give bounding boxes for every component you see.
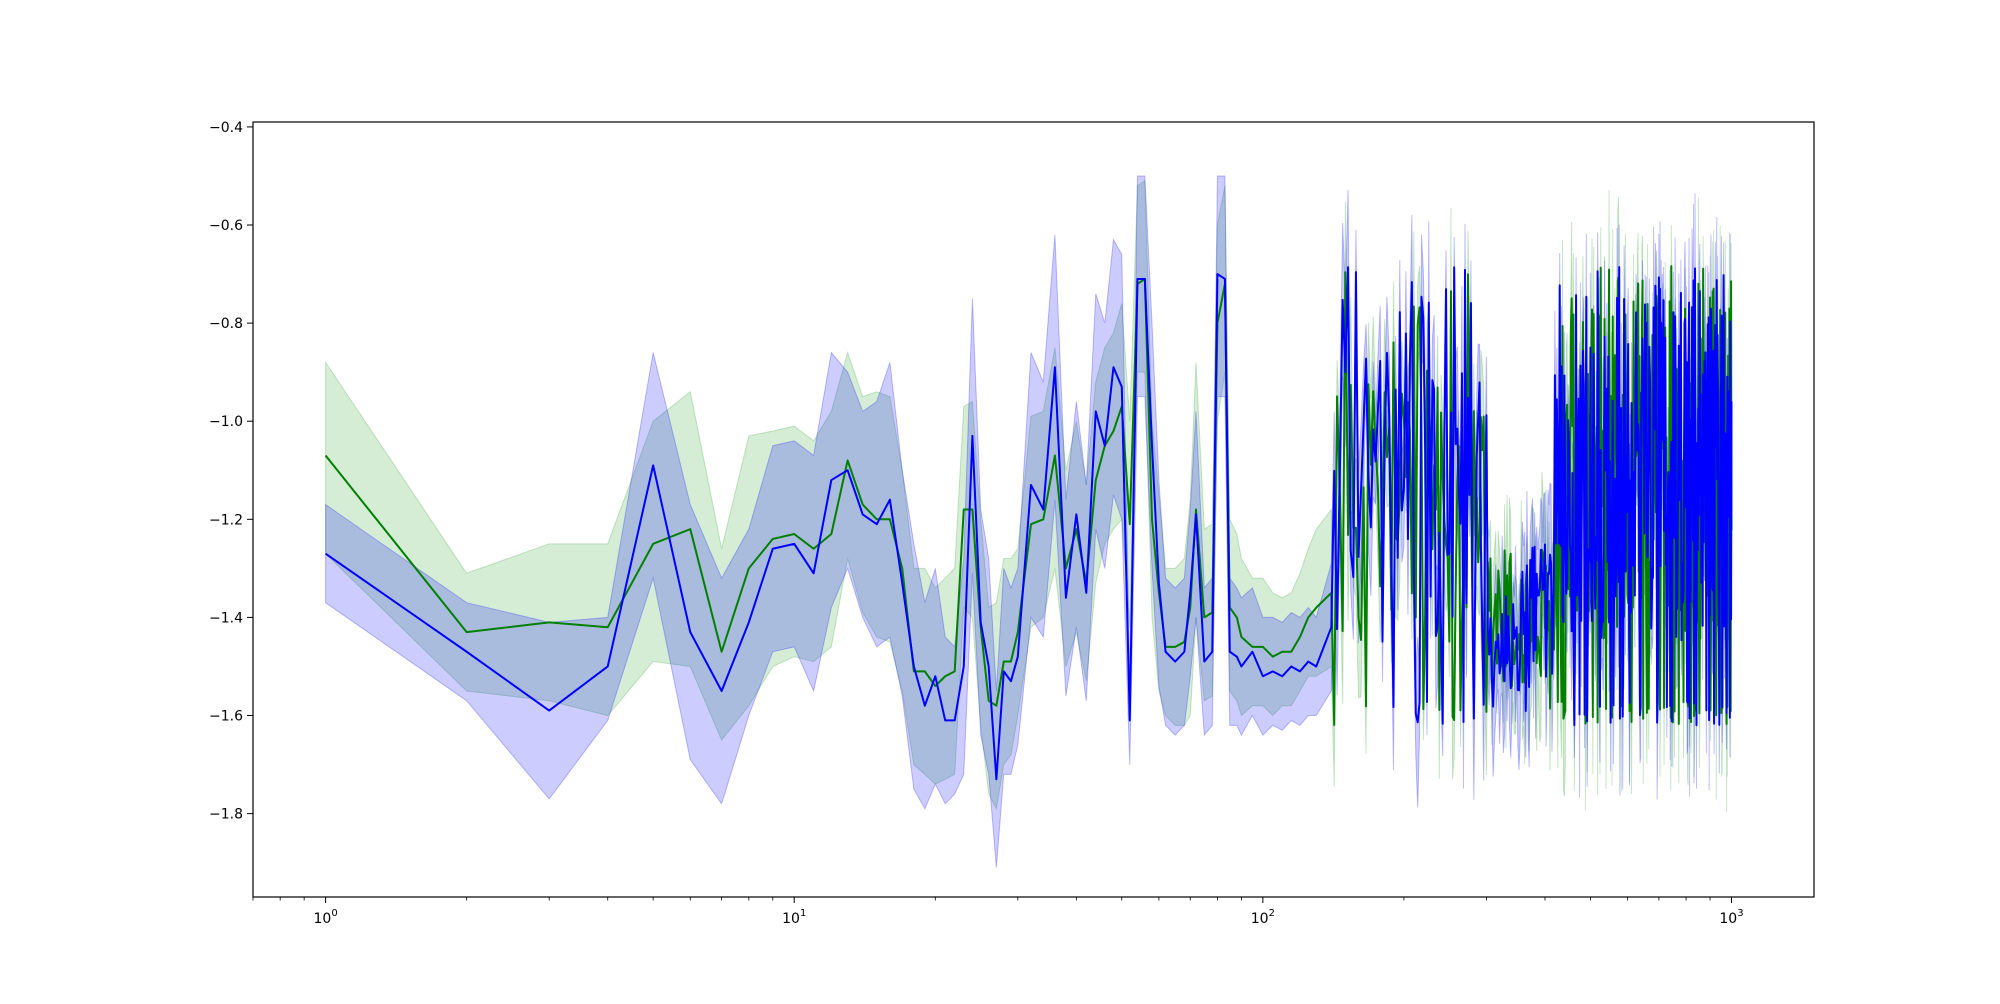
x-tick-label-3: 103 xyxy=(1719,908,1743,927)
y-tick-label-2: −1.4 xyxy=(209,610,243,626)
x-tick-label-1: 101 xyxy=(782,908,806,927)
y-tick-label-5: −0.8 xyxy=(209,316,243,332)
y-tick-label-3: −1.2 xyxy=(209,512,243,528)
y-tick-label-0: −1.8 xyxy=(209,807,243,823)
y-tick-label-4: −1.0 xyxy=(209,414,243,430)
x-tick-label-2: 102 xyxy=(1251,908,1275,927)
y-tick-label-1: −1.6 xyxy=(209,709,243,725)
y-axis-ticks: −1.8 −1.6 −1.4 −1.2 −1.0 −0.8 −0.6 −0.4 xyxy=(209,120,253,823)
y-tick-label-6: −0.6 xyxy=(209,218,243,234)
x-axis-ticks: 100 101 102 103 xyxy=(252,897,1744,927)
series-lines xyxy=(324,265,1733,781)
y-tick-label-7: −0.4 xyxy=(209,120,243,136)
series-2-line xyxy=(325,266,1733,781)
x-tick-label-0: 100 xyxy=(313,908,337,927)
axes-frame xyxy=(252,121,1815,898)
